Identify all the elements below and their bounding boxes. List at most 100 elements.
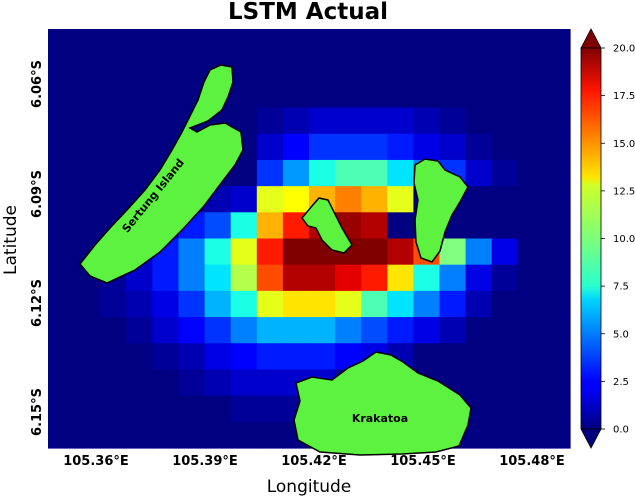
heatmap-cell bbox=[230, 264, 258, 292]
heatmap-cell bbox=[152, 421, 180, 449]
heatmap-cell bbox=[543, 55, 571, 82]
heatmap-cell bbox=[309, 290, 336, 318]
heatmap-cell bbox=[230, 317, 258, 344]
heatmap-cell bbox=[48, 212, 75, 240]
heatmap-cell bbox=[126, 369, 153, 397]
heatmap-cell bbox=[256, 81, 284, 109]
heatmap-cell bbox=[48, 290, 75, 318]
y-tick-label: 6.09°S bbox=[30, 170, 45, 218]
x-tick-label: 105.42°E bbox=[281, 454, 347, 469]
heatmap-cell bbox=[387, 107, 414, 135]
heatmap-cell bbox=[48, 107, 75, 135]
heatmap-cell bbox=[543, 317, 571, 344]
x-tick-label: 105.45°E bbox=[390, 454, 456, 469]
heatmap-cell bbox=[543, 343, 571, 371]
heatmap-cell bbox=[387, 212, 414, 240]
heatmap-cell bbox=[387, 55, 414, 82]
heatmap-cell bbox=[517, 395, 545, 423]
heatmap-cell bbox=[100, 421, 127, 449]
colorbar-tick-label: 2.5 bbox=[613, 377, 629, 388]
heatmap-cell bbox=[543, 421, 571, 449]
colorbar-tick-label: 5.0 bbox=[613, 329, 629, 340]
heatmap-cell bbox=[178, 290, 206, 318]
heatmap-cell bbox=[361, 212, 388, 240]
heatmap-cell bbox=[204, 290, 232, 318]
heatmap-cell bbox=[152, 317, 180, 344]
heatmap-cell bbox=[413, 107, 441, 135]
heatmap-cell bbox=[204, 421, 232, 449]
heatmap-cell bbox=[100, 159, 127, 187]
heatmap-cell bbox=[517, 421, 545, 449]
heatmap-cell bbox=[256, 369, 284, 397]
heatmap-cell bbox=[335, 264, 362, 292]
y-axis-ticks: 6.06°S 6.09°S 6.12°S 6.15°S bbox=[30, 60, 45, 436]
heatmap-cell bbox=[361, 186, 388, 213]
heatmap-cell bbox=[439, 290, 467, 318]
heatmap-cell bbox=[282, 264, 310, 292]
heatmap-cell bbox=[204, 343, 232, 371]
heatmap-cell bbox=[152, 395, 180, 423]
heatmap-cell bbox=[335, 159, 362, 187]
heatmap-cell bbox=[439, 238, 467, 266]
heatmap-cell bbox=[256, 159, 284, 187]
heatmap-cell bbox=[361, 317, 388, 344]
heatmap-cell bbox=[178, 343, 206, 371]
heatmap-cell bbox=[282, 343, 310, 371]
colorbar-tick-label: 17.5 bbox=[613, 91, 635, 102]
x-axis-ticks: 105.36°E 105.39°E 105.42°E 105.45°E 105.48°E bbox=[63, 454, 565, 469]
heatmap-cell bbox=[282, 186, 310, 213]
heatmap-cell bbox=[491, 290, 519, 318]
heatmap-cell bbox=[100, 107, 127, 135]
heatmap-cell bbox=[100, 343, 127, 371]
heatmap-cell bbox=[204, 238, 232, 266]
heatmap-cell bbox=[256, 55, 284, 82]
heatmap-cell bbox=[517, 107, 545, 135]
heatmap-cell bbox=[256, 264, 284, 292]
heatmap-cell bbox=[413, 133, 441, 161]
heatmap-cell bbox=[491, 421, 519, 449]
heatmap-cell bbox=[74, 159, 101, 187]
chart-title: LSTM Actual bbox=[228, 0, 388, 25]
heatmap-cell bbox=[126, 133, 153, 161]
heatmap-cell bbox=[387, 264, 414, 292]
heatmap-cell bbox=[387, 81, 414, 109]
heatmap-cell bbox=[309, 81, 336, 109]
heatmap-cell bbox=[126, 107, 153, 135]
x-tick-label: 105.39°E bbox=[172, 454, 238, 469]
heatmap-cell bbox=[100, 29, 127, 56]
heatmap-cell bbox=[100, 395, 127, 423]
heatmap-cell bbox=[100, 317, 127, 344]
heatmap-cell bbox=[387, 317, 414, 344]
heatmap-cell bbox=[309, 343, 336, 371]
heatmap-cell bbox=[126, 55, 153, 82]
heatmap-cell bbox=[543, 107, 571, 135]
heatmap-cell bbox=[309, 264, 336, 292]
heatmap-cell bbox=[543, 133, 571, 161]
heatmap-cell bbox=[309, 159, 336, 187]
colorbar-tick-label: 15.0 bbox=[613, 139, 635, 150]
heatmap-cell bbox=[465, 264, 493, 292]
heatmap-cell bbox=[100, 369, 127, 397]
heatmap-cell bbox=[335, 290, 362, 318]
heatmap-cell bbox=[465, 55, 493, 82]
small-island-shape bbox=[301, 197, 353, 254]
heatmap-cell bbox=[48, 317, 75, 344]
heatmap-cell bbox=[465, 81, 493, 109]
east-island-shape bbox=[413, 158, 469, 263]
heatmap-cell bbox=[152, 264, 180, 292]
heatmap-cell bbox=[439, 264, 467, 292]
heatmap-cell bbox=[335, 29, 362, 56]
heatmap-cell bbox=[282, 159, 310, 187]
heatmap-cell bbox=[256, 343, 284, 371]
heatmap-cell bbox=[465, 29, 493, 56]
heatmap-cell bbox=[48, 29, 75, 56]
heatmap-cell bbox=[152, 290, 180, 318]
heatmap-cell bbox=[126, 81, 153, 109]
heatmap-cell bbox=[491, 186, 519, 213]
heatmap-cell bbox=[361, 29, 388, 56]
heatmap-cell bbox=[361, 290, 388, 318]
heatmap-cell bbox=[126, 29, 153, 56]
heatmap-cell bbox=[152, 343, 180, 371]
heatmap-cell bbox=[543, 81, 571, 109]
heatmap-cell bbox=[491, 343, 519, 371]
